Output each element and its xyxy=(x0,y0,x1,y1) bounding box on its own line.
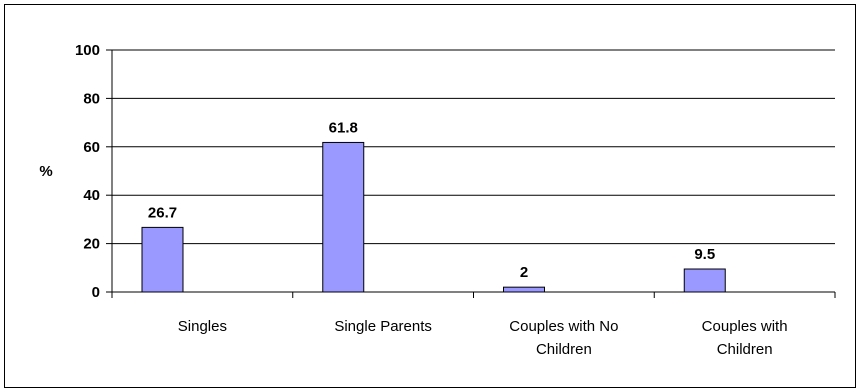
bar xyxy=(141,226,184,293)
y-axis: 0 20 40 60 80 100 xyxy=(75,42,113,301)
data-label: 2 xyxy=(520,264,528,281)
x-axis: Singles Single Parents Couples with No Chil… xyxy=(111,291,836,358)
bars: 26.7 61.8 2 9.5 xyxy=(141,119,726,293)
y-tick-label: 80 xyxy=(83,90,100,107)
x-tick-label: Couples with No Children xyxy=(509,318,618,358)
data-label: 9.5 xyxy=(694,246,715,263)
x-tick-label: Couples with Children xyxy=(702,318,788,358)
y-tick-label: 40 xyxy=(83,187,100,204)
chart-frame xyxy=(4,4,856,388)
y-tick-label: 0 xyxy=(92,284,100,301)
bar xyxy=(322,141,365,293)
y-axis-title: % xyxy=(39,163,52,180)
data-label: 61.8 xyxy=(329,119,358,136)
x-tick-label: Single Parents xyxy=(334,318,432,335)
y-tick-label: 100 xyxy=(75,42,100,59)
data-label: 26.7 xyxy=(148,204,177,221)
bar xyxy=(683,268,726,293)
bar xyxy=(503,286,545,293)
gridlines xyxy=(112,49,835,245)
y-tick-label: 20 xyxy=(83,236,100,253)
x-tick-label: Singles xyxy=(178,318,227,335)
y-tick-label: 60 xyxy=(83,139,100,156)
